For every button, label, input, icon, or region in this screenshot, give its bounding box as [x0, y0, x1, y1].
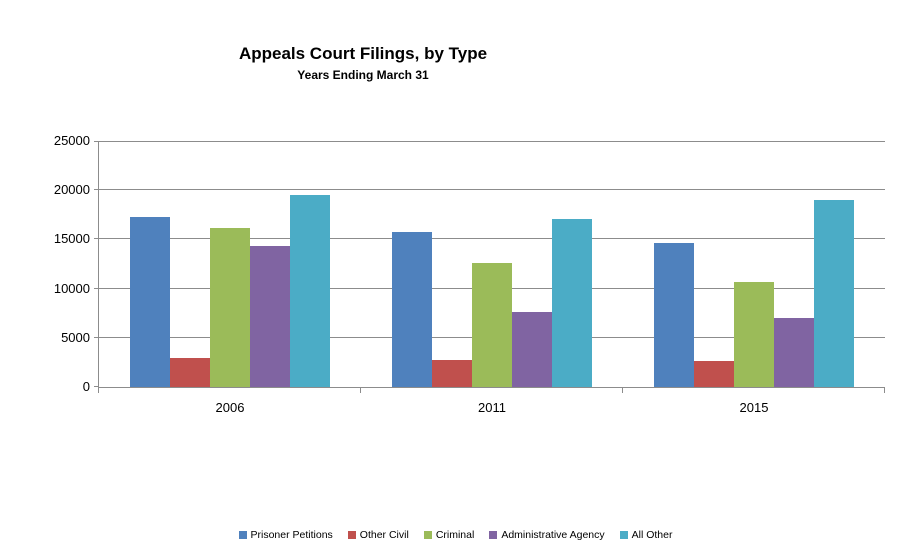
x-axis-tick [622, 388, 623, 393]
y-tick-label: 5000 [61, 329, 90, 345]
plot-area [94, 141, 885, 393]
bar-group-2006 [99, 141, 361, 387]
y-tick-label: 20000 [53, 182, 90, 198]
bar-2011-all-other [552, 219, 592, 387]
bar-2006-criminal [210, 228, 250, 387]
legend-swatch-icon [347, 531, 356, 539]
bar-2015-prisoner-petitions [654, 243, 694, 387]
bar-2006-prisoner-petitions [130, 216, 170, 387]
bar-group-2015 [623, 141, 885, 387]
chart-title: Appeals Court Filings, by Type [238, 44, 488, 63]
bar-2006-other-civil [170, 357, 210, 387]
legend-swatch-icon [489, 531, 498, 539]
bar-2015-administrative-agency [774, 317, 814, 387]
chart-subtitle: Years Ending March 31 [297, 68, 429, 82]
bar-2015-criminal [734, 282, 774, 387]
y-axis-tick [94, 386, 98, 387]
y-axis-tick [94, 287, 98, 289]
y-axis-tick [94, 238, 98, 240]
x-axis-tick [884, 388, 885, 393]
x-axis-tick [98, 388, 99, 393]
y-axis-line [98, 141, 99, 387]
y-tick-label: 10000 [53, 280, 90, 296]
x-tick-label-2015: 2015 [739, 400, 769, 415]
legend-swatch-icon [619, 531, 628, 539]
x-axis-tick [360, 388, 361, 393]
gridline-y-25000 [99, 141, 885, 142]
bar-2006-administrative-agency [250, 246, 290, 387]
y-axis-tick [94, 141, 98, 142]
legend-item-administrative-agency: Administrative Agency [489, 529, 605, 541]
y-axis-tick [94, 336, 98, 338]
bar-2015-all-other [814, 199, 854, 387]
bar-group-2011 [361, 141, 623, 387]
x-tick-label-2006: 2006 [215, 400, 245, 415]
bar-2011-criminal [472, 263, 512, 387]
bar-2011-other-civil [432, 359, 472, 387]
legend-swatch-icon [423, 531, 432, 539]
y-axis-tick [94, 189, 98, 191]
bar-2011-prisoner-petitions [392, 231, 432, 387]
legend-label: Prisoner Petitions [250, 529, 333, 541]
y-tick-label: 25000 [53, 133, 90, 148]
bar-2006-all-other [290, 195, 330, 387]
gridline-y-20000 [99, 189, 885, 191]
legend-item-prisoner-petitions: Prisoner Petitions [238, 529, 333, 541]
x-tick-label-2011: 2011 [478, 400, 506, 415]
y-tick-label: 0 [82, 379, 90, 394]
bar-2015-other-civil [694, 360, 734, 387]
legend-label: Administrative Agency [501, 529, 605, 541]
legend-label: Other Civil [359, 529, 409, 541]
x-axis-line [98, 387, 885, 388]
gridline-y-15000 [99, 238, 885, 240]
legend-item-criminal: Criminal [423, 529, 475, 541]
legend: Prisoner Petitions Other Civil Criminal Adm… [0, 529, 911, 541]
y-tick-label: 15000 [53, 231, 90, 247]
legend-label: Criminal [435, 529, 475, 541]
legend-item-all-other: All Other [619, 529, 673, 541]
bar-2011-administrative-agency [512, 312, 552, 387]
legend-label: All Other [631, 529, 673, 541]
legend-item-other-civil: Other Civil [347, 529, 409, 541]
legend-swatch-icon [238, 531, 247, 539]
